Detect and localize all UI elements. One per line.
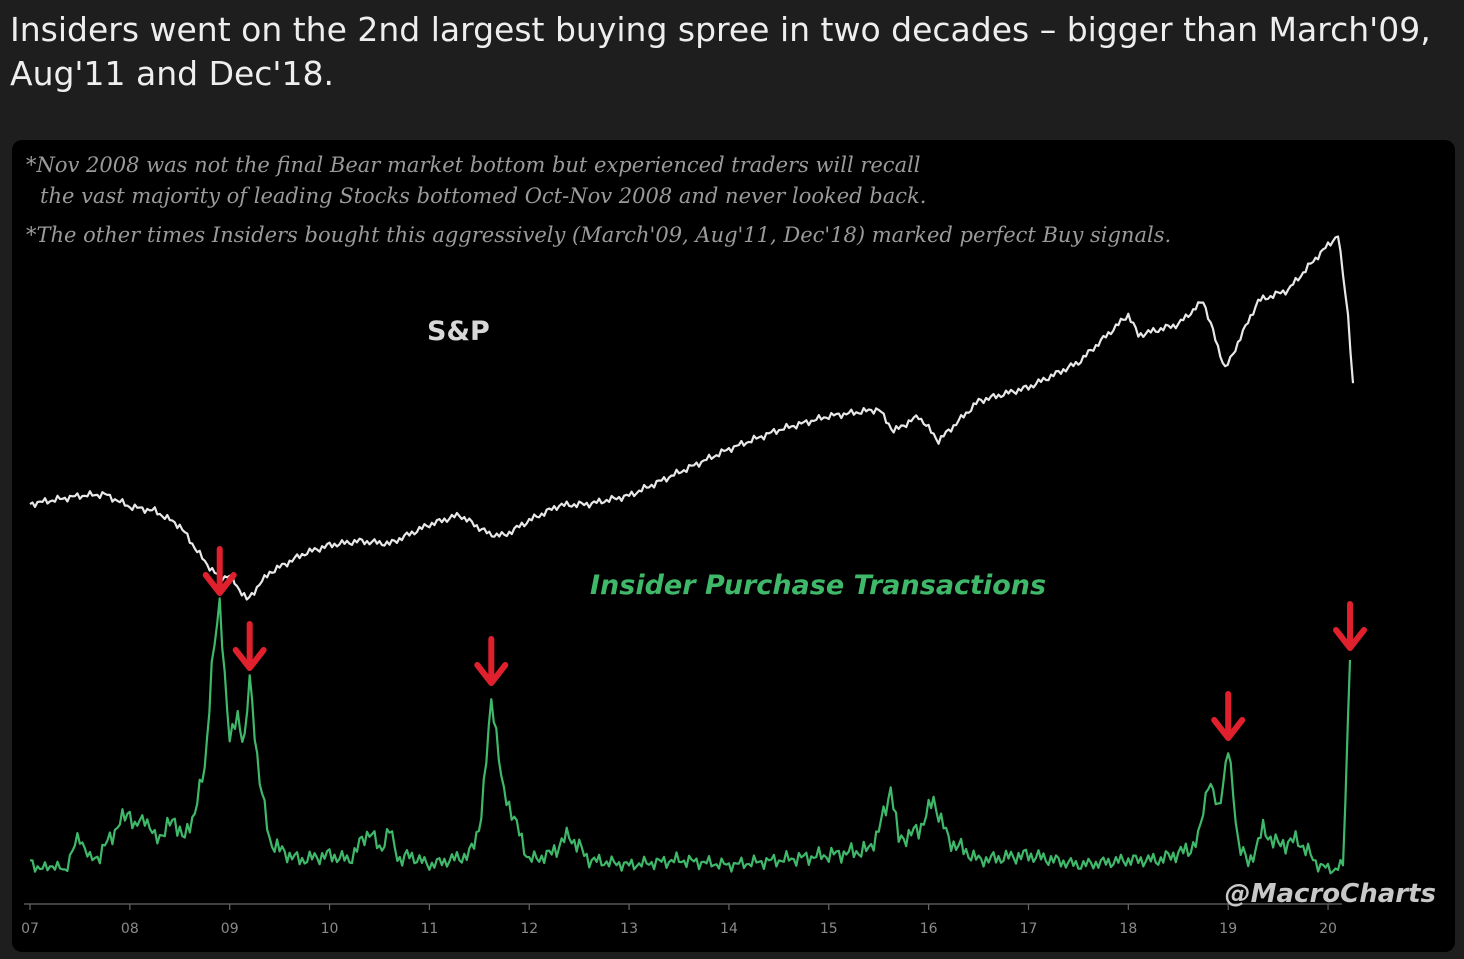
arrow-annotations — [202, 546, 1368, 741]
sp-series-label: S&P — [427, 316, 490, 347]
x-tick-label: 14 — [720, 921, 738, 937]
watermark: @MacroCharts — [1225, 879, 1436, 909]
buy-signal-arrow — [202, 546, 237, 596]
x-tick-label: 08 — [121, 921, 139, 937]
chart-panel: *Nov 2008 was not the final Bear market … — [12, 140, 1455, 952]
buy-signal-arrow — [232, 621, 267, 671]
buy-signal-arrow — [474, 636, 509, 686]
chart-notes: *Nov 2008 was not the final Bear market … — [26, 153, 1171, 247]
x-tick-label: 20 — [1319, 921, 1337, 937]
x-tick-label: 10 — [321, 921, 339, 937]
chart-note-line-2: the vast majority of leading Stocks bott… — [40, 184, 926, 208]
x-tick-label: 17 — [1020, 921, 1038, 937]
insider-series-label: Insider Purchase Transactions — [590, 570, 1046, 601]
x-tick-label: 12 — [520, 921, 538, 937]
chart-note-line-1: *Nov 2008 was not the final Bear market … — [26, 153, 921, 177]
chart-svg: *Nov 2008 was not the final Bear market … — [21, 153, 1436, 937]
insider-line — [29, 597, 1352, 875]
x-tick-label: 09 — [221, 921, 239, 937]
post-text: Insiders went on the 2nd largest buying … — [10, 10, 1431, 93]
x-axis-ticks: 07 08 09 10 11 12 13 14 15 16 17 18 19 20 — [21, 904, 1337, 937]
x-tick-label: 07 — [21, 921, 39, 937]
x-tick-label: 16 — [920, 921, 938, 937]
x-tick-label: 11 — [420, 921, 438, 937]
x-tick-label: 19 — [1219, 921, 1237, 937]
buy-signal-arrow — [1211, 691, 1246, 741]
buy-signal-arrow — [1333, 601, 1368, 651]
x-tick-label: 15 — [820, 921, 838, 937]
chart-note-line-3: *The other times Insiders bought this ag… — [26, 223, 1171, 247]
sp-line — [29, 235, 1355, 601]
x-tick-label: 18 — [1119, 921, 1137, 937]
x-tick-label: 13 — [620, 921, 638, 937]
